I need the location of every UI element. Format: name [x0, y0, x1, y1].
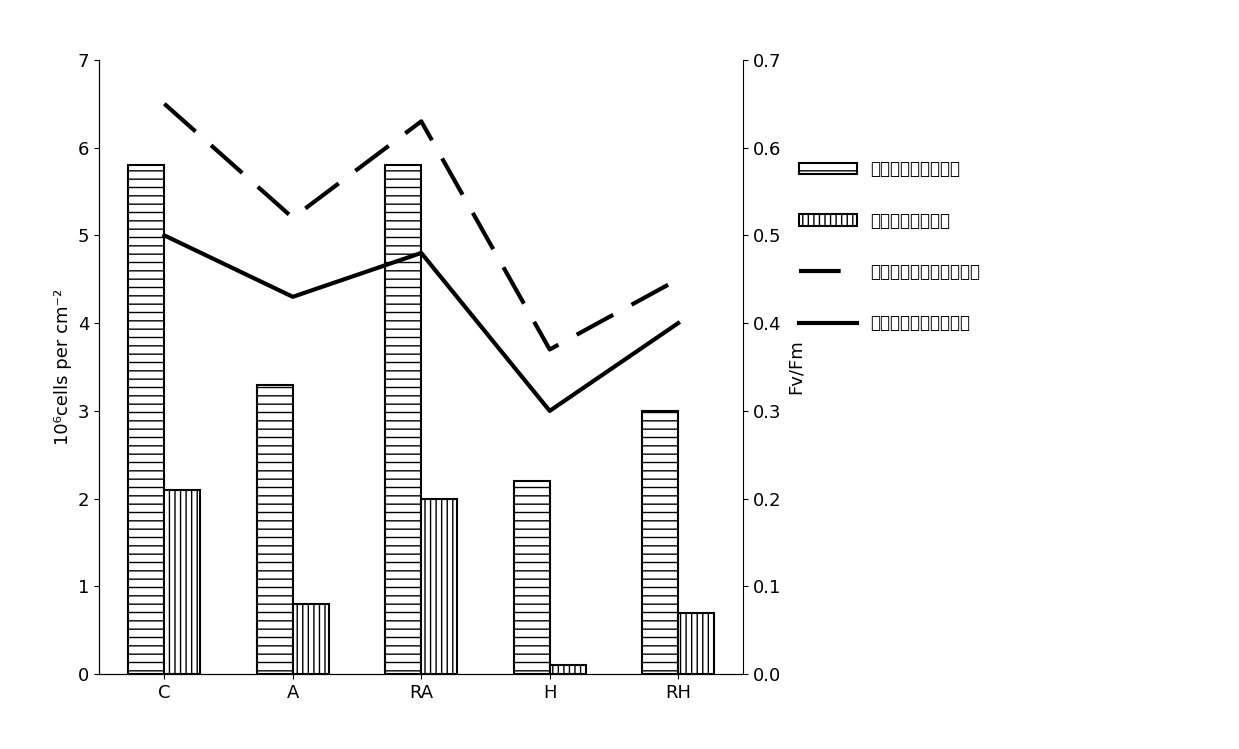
- Bar: [385, 166, 421, 674]
- Bar: [514, 481, 550, 674]
- Bar: [256, 384, 292, 674]
- Y-axis label: Fv/Fm: Fv/Fm: [787, 339, 805, 395]
- Bar: [550, 665, 586, 674]
- Bar: [642, 411, 678, 674]
- Bar: [421, 499, 457, 674]
- Bar: [129, 166, 165, 674]
- Legend: 十字牡丹虫黄藻密度, 滨珊瑚虫黄藻密度, 十字牡丹最大光量子产量, 滨珊瑚最大光量子产量: 十字牡丹虫黄藻密度, 滨珊瑚虫黄藻密度, 十字牡丹最大光量子产量, 滨珊瑚最大光…: [799, 160, 980, 333]
- Bar: [292, 604, 328, 674]
- Bar: [678, 613, 714, 674]
- Bar: [165, 490, 201, 674]
- Y-axis label: 10⁶cells per cm⁻²: 10⁶cells per cm⁻²: [55, 289, 72, 445]
